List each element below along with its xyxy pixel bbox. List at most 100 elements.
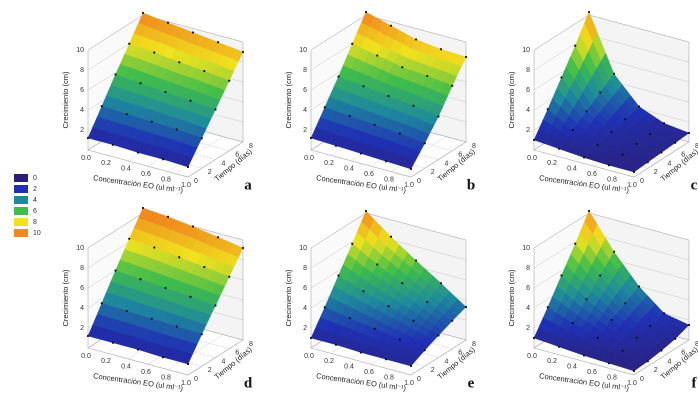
data-point [607, 362, 611, 365]
surface-cell [533, 108, 574, 150]
surface-cell [586, 92, 626, 133]
data-point [362, 290, 365, 293]
data-point [364, 10, 368, 14]
data-point [401, 66, 404, 69]
data-point [351, 42, 354, 45]
data-point [164, 286, 167, 290]
y-tick-label: 4 [668, 358, 672, 365]
z-axis-label: Crecimiento (cm) [61, 71, 70, 129]
panel-label: c [691, 177, 698, 193]
data-point [191, 225, 195, 228]
data-point [228, 275, 231, 278]
z-axis-label: Crecimiento (cm) [61, 269, 70, 327]
z-tick-label: 10 [522, 245, 530, 252]
data-point [423, 349, 426, 352]
surface-cell [402, 39, 442, 77]
x-tick-label: 0.8 [161, 374, 171, 381]
data-point [439, 282, 443, 285]
data-point [216, 41, 220, 44]
z-tick-label: 4 [303, 305, 307, 312]
y-tick-label: 0 [417, 178, 421, 185]
z-tick-label: 8 [80, 265, 84, 272]
surface-cell [112, 113, 153, 153]
data-point [200, 333, 203, 336]
x-tick-label: 0.0 [304, 353, 314, 360]
x-tick-label: 0.6 [364, 369, 374, 376]
surface-cell [575, 11, 615, 93]
data-point [114, 269, 117, 272]
surface-cell [597, 131, 637, 155]
surface-cell [561, 45, 601, 112]
data-point [557, 147, 561, 150]
grid-line [87, 149, 189, 178]
x-tick-label: 0.8 [607, 374, 617, 381]
data-point [200, 137, 203, 140]
data-point [166, 21, 170, 24]
data-point [241, 246, 245, 250]
surface-cell [624, 106, 665, 135]
surface-cell [597, 319, 637, 351]
x-tick-label: 0.2 [324, 160, 334, 167]
data-point [546, 306, 549, 309]
surface-cell [558, 322, 599, 356]
surface-cell [126, 83, 166, 123]
surface-cell [165, 257, 205, 298]
data-point [637, 105, 641, 108]
panel-label: b [467, 177, 475, 193]
z-axis-label: Crecimiento (cm) [507, 71, 516, 129]
x-tick-label: 0.4 [344, 364, 354, 371]
data-point [451, 84, 454, 87]
data-point [100, 302, 103, 305]
surface-cell [583, 144, 624, 166]
z-tick-label: 6 [526, 87, 530, 94]
surface-cell [360, 328, 401, 360]
data-point [635, 142, 638, 145]
data-point [464, 55, 468, 59]
data-point [687, 323, 691, 327]
data-point [560, 76, 563, 79]
surface-cell [413, 75, 453, 117]
data-point [376, 54, 379, 57]
data-point [309, 136, 313, 140]
z-tick-label: 6 [80, 285, 84, 292]
data-point [189, 99, 192, 102]
data-point [203, 69, 206, 73]
data-point [409, 364, 413, 368]
data-point [571, 321, 574, 325]
legend-label: 0 [33, 175, 37, 182]
data-point [398, 338, 401, 341]
x-tick-label: 0.6 [141, 369, 151, 376]
data-point [125, 309, 128, 313]
data-point [632, 170, 636, 174]
y-tick-label: 0 [417, 376, 421, 383]
data-point [334, 343, 338, 346]
surface-cell [360, 124, 401, 162]
y-tick-label: 0 [640, 376, 644, 383]
surface-cell [310, 107, 351, 147]
z-tick-label: 8 [303, 67, 307, 74]
surface-cell [608, 350, 649, 372]
data-point [596, 143, 599, 146]
data-point [585, 110, 588, 113]
z-tick-label: 2 [80, 127, 84, 134]
data-point [128, 237, 131, 240]
y-tick-label: 8 [249, 143, 253, 150]
panel-label: f [692, 375, 698, 391]
data-point [621, 153, 624, 156]
surface-cell [547, 77, 587, 131]
data-point [612, 72, 616, 75]
surface-cell [608, 154, 649, 173]
data-point [587, 10, 591, 14]
y-tick-label: 2 [654, 367, 658, 374]
data-point [337, 274, 340, 277]
data-point [351, 242, 354, 245]
x-tick-label: 0.4 [567, 364, 577, 371]
data-point [178, 256, 181, 259]
x-tick-label: 0.2 [547, 358, 557, 365]
surface-plot: 2468100.00.20.40.60.81.002468Concentraci… [61, 11, 254, 195]
z-tick-label: 8 [80, 67, 84, 74]
z-axis-label: Crecimiento (cm) [284, 71, 293, 129]
data-point [153, 246, 156, 249]
surface-cell [636, 325, 676, 351]
z-tick-label: 4 [526, 107, 530, 114]
